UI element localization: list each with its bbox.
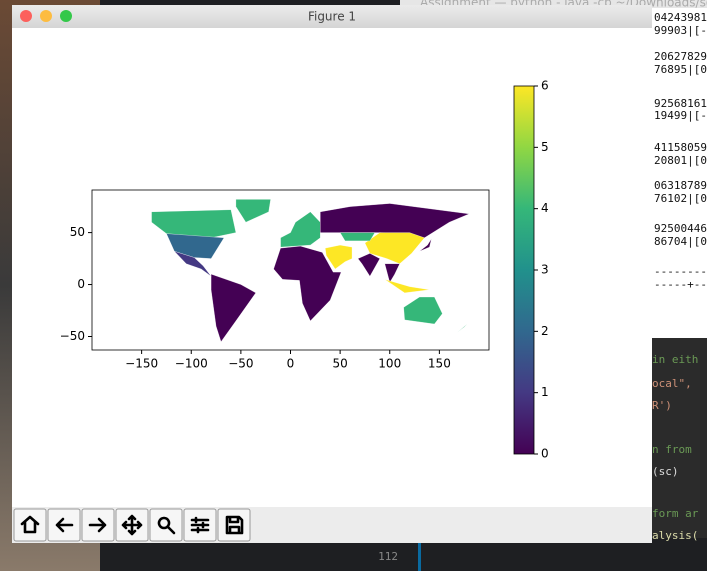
code-text: in eith xyxy=(652,353,698,366)
code-pane xyxy=(652,338,707,538)
button-frame xyxy=(13,508,47,542)
code-text: n from xyxy=(652,443,692,456)
zoom-rect-button[interactable] xyxy=(149,508,183,542)
region xyxy=(210,273,256,343)
x-tick-label: 150 xyxy=(428,357,451,371)
x-tick-label: −100 xyxy=(175,357,208,371)
button-icon xyxy=(55,517,74,533)
minimize-button[interactable] xyxy=(40,10,52,22)
x-tick-label: −50 xyxy=(228,357,253,371)
y-tick-label: 50 xyxy=(70,225,85,239)
region xyxy=(403,296,443,325)
terminal-text: 20627829 xyxy=(654,50,707,63)
terminal-text: 76102|[0 xyxy=(654,192,707,205)
region xyxy=(419,238,432,252)
colorbar-tick-label: 5 xyxy=(541,140,549,154)
terminal-text: 76895|[0 xyxy=(654,63,707,76)
background-title: Assignment — python - java -cp ~/Downloa… xyxy=(420,0,707,10)
y-tick-label: −50 xyxy=(60,329,85,343)
terminal-text: 04243981 xyxy=(654,11,707,24)
region xyxy=(166,233,225,259)
colorbar-tick-label: 0 xyxy=(541,447,549,461)
button-icon xyxy=(20,515,40,534)
forward-button[interactable] xyxy=(81,508,115,542)
terminal-text: 06318789 xyxy=(654,179,707,192)
pan-button[interactable] xyxy=(115,508,149,542)
line-number: 112 xyxy=(378,550,398,563)
colorbar-tick-label: 6 xyxy=(541,79,549,93)
code-text: (sc) xyxy=(652,465,679,478)
x-tick-label: −150 xyxy=(125,357,158,371)
region xyxy=(384,279,430,294)
terminal-text: 92500446 xyxy=(654,222,707,235)
y-tick-label: 0 xyxy=(77,277,85,291)
region xyxy=(280,211,321,248)
zoom-button[interactable] xyxy=(60,10,72,22)
region xyxy=(325,244,353,270)
terminal-text: -----+--- xyxy=(654,278,707,291)
window-title: Figure 1 xyxy=(308,10,356,24)
terminal-text: 20801|[0 xyxy=(654,154,707,167)
colorbar-tick-label: 4 xyxy=(541,201,549,215)
region xyxy=(174,251,212,277)
button-icon xyxy=(88,517,107,533)
button-icon xyxy=(121,514,143,536)
code-text: R') xyxy=(652,399,672,412)
region xyxy=(457,323,468,333)
x-tick-label: 50 xyxy=(332,357,347,371)
save-button[interactable] xyxy=(217,508,251,542)
code-text: form ar xyxy=(652,507,699,520)
button-icon xyxy=(190,516,210,534)
region xyxy=(339,232,376,242)
code-text: ocal", xyxy=(652,377,692,390)
button-icon xyxy=(225,515,244,535)
home-button[interactable] xyxy=(13,508,47,542)
cursor-bar xyxy=(418,543,421,571)
colorbar-tick-label: 1 xyxy=(541,385,549,399)
region xyxy=(384,263,400,283)
colorbar-tick-label: 3 xyxy=(541,263,549,277)
region xyxy=(320,203,470,238)
button-icon xyxy=(157,516,176,535)
terminal-text: 99903|[- xyxy=(654,24,707,37)
region xyxy=(357,253,381,277)
close-button[interactable] xyxy=(20,10,32,22)
x-tick-label: 0 xyxy=(287,357,295,371)
region xyxy=(235,199,271,223)
terminal-text: 92568161 xyxy=(654,97,707,110)
region xyxy=(273,245,342,322)
button-frame xyxy=(217,508,251,542)
button-frame xyxy=(149,508,183,542)
colorbar-tick-label: 2 xyxy=(541,324,549,338)
terminal-text: 41158059 xyxy=(654,141,707,154)
back-button[interactable] xyxy=(47,508,81,542)
terminal-text: --------- xyxy=(654,265,707,278)
terminal-text: 19499|[- xyxy=(654,109,707,122)
region xyxy=(364,232,425,264)
window-titlebar xyxy=(12,5,652,28)
terminal-pane xyxy=(652,8,707,338)
code-text: alysis( xyxy=(652,529,698,542)
terminal-text: 86704|[0 xyxy=(654,235,707,248)
x-tick-label: 100 xyxy=(378,357,401,371)
configure-button[interactable] xyxy=(183,508,217,542)
colorbar xyxy=(513,85,535,455)
